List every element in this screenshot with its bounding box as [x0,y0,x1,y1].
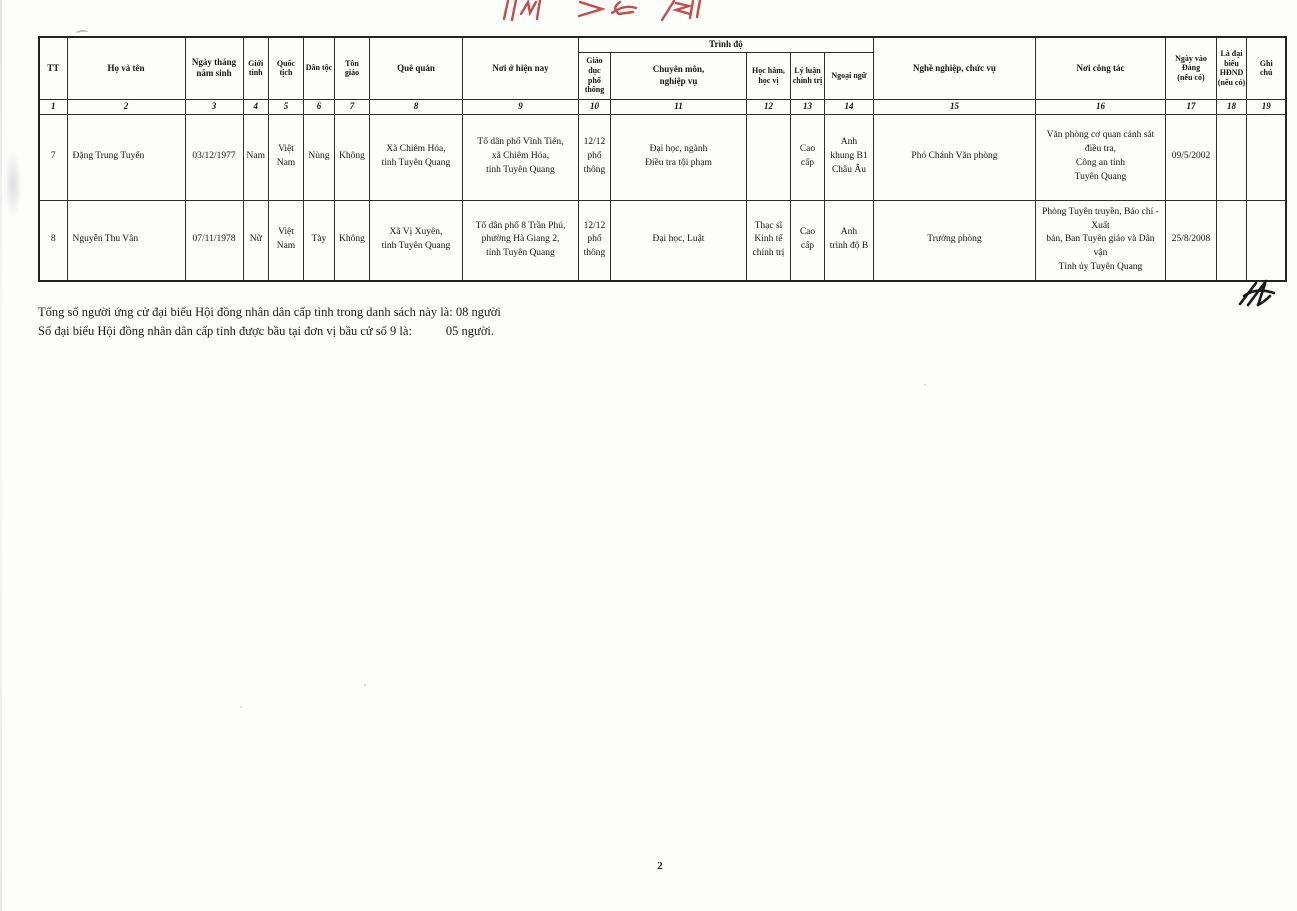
col-number: 12 [745,98,791,115]
cell-politics: Cao cấp [789,113,825,201]
cell-delegate [1215,113,1247,201]
header-ho-va-ten: Họ và tên [66,36,186,100]
page-number: 2 [657,860,663,872]
cell-note [1245,199,1287,282]
cell-education: 12/12 phổ thông [577,199,611,282]
col-number: 10 [577,98,611,115]
cell-nationality: Việt Nam [267,199,304,282]
header-ly-luan: Lý luận chính trị [789,51,825,100]
cell-language: Anh trình độ B [823,199,874,282]
col-number: 17 [1164,98,1217,115]
header-ngay-sinh: Ngày tháng năm sinh [184,36,244,100]
col-number: 8 [368,98,463,115]
cell-language: Anh khung B1 Châu Âu [823,113,874,201]
cell-tt: 7 [38,113,68,201]
cell-party-date: 25/8/2008 [1164,199,1217,282]
cell-occupation: Trưởng phòng [872,199,1036,282]
cell-profession: Đại học, ngành Điều tra tội phạm [609,113,747,201]
col-number: 18 [1215,98,1247,115]
header-nghe-nghiep: Nghề nghiệp, chức vụ [872,36,1036,100]
cell-hometown: Xã Chiêm Hóa, tỉnh Tuyên Quang [368,113,463,201]
cell-party-date: 09/5/2002 [1164,113,1217,201]
header-chuyen-mon: Chuyên môn, nghiệp vụ [609,51,747,100]
header-tt: TT [38,36,68,100]
scan-smudge-artifact [4,150,22,218]
header-ton-giao: Tôn giáo [333,36,370,100]
header-la-dai-bieu: Là đại biểu HĐND (nếu có) [1215,36,1247,100]
cell-religion: Không [333,199,370,282]
col-number: 7 [333,98,370,115]
cell-workplace: Văn phòng cơ quan cảnh sát điều tra, Côn… [1034,113,1166,201]
summary-elected-label: Số đại biểu Hội đồng nhân dân cấp tỉnh đ… [38,323,412,338]
cell-residence: Tổ dân phố Vĩnh Tiến, xã Chiêm Hóa, tỉnh… [461,113,579,201]
summary-block: Tổng số người ứng cử đại biểu Hội đồng n… [38,303,501,341]
cell-dob: 07/11/1978 [184,199,244,282]
cell-religion: Không [333,113,370,201]
header-gioi-tinh: Giới tính [242,36,269,100]
col-number: 15 [872,98,1036,115]
col-number: 11 [609,98,747,115]
table-row: 8 Nguyễn Thu Vân 07/11/1978 Nữ Việt Nam … [38,199,1287,282]
header-dan-toc: Dân tộc [302,36,335,100]
column-number-row: 1 2 3 4 5 6 7 8 9 10 11 12 13 14 15 16 1… [38,98,1287,115]
cell-gender: Nam [242,113,269,201]
cell-gender: Nữ [242,199,269,282]
cell-ethnicity: Tày [302,199,335,282]
header-que-quan: Quê quán [368,36,463,100]
col-number: 2 [66,98,186,115]
summary-elected-value: 05 người. [445,323,495,338]
header-ngoai-ngu: Ngoại ngữ [823,51,874,100]
header-noi-o: Nơi ở hiện nay [461,36,579,100]
header-quoc-tich: Quốc tịch [267,36,304,100]
cell-hometown: Xã Vị Xuyên, tỉnh Tuyên Quang [368,199,463,282]
col-number: 4 [242,98,269,115]
scan-edge-artifact [0,0,2,911]
col-number: 9 [461,98,579,115]
col-number: 16 [1034,98,1166,115]
cell-academic: Thạc sĩ Kinh tế chính trị [745,199,791,282]
cell-occupation: Phó Chánh Văn phòng [872,113,1036,201]
col-number: 6 [302,98,335,115]
header-ngay-vao-dang: Ngày vào Đảng (nếu có) [1164,36,1217,100]
scan-speck-artifact [75,29,89,36]
cell-profession: Đại học, Luật [609,199,747,282]
cell-tt: 8 [38,199,68,282]
header-ghi-chu: Ghi chú [1245,36,1287,100]
col-number: 19 [1245,98,1287,115]
header-hoc-ham: Học hàm, học vị [745,51,791,100]
cell-nationality: Việt Nam [267,113,304,201]
cell-academic [745,113,791,201]
summary-line-total: Tổng số người ứng cử đại biểu Hội đồng n… [38,305,501,319]
cell-dob: 03/12/1977 [184,113,244,201]
col-number: 3 [184,98,244,115]
col-number: 13 [789,98,825,115]
ink-initials-signature [1238,279,1276,307]
table-row: 7 Đặng Trung Tuyển 03/12/1977 Nam Việt N… [38,113,1287,201]
col-number: 1 [38,98,68,115]
col-number: 14 [823,98,874,115]
cell-name: Đặng Trung Tuyển [66,113,186,201]
cell-ethnicity: Nùng [302,113,335,201]
cell-education: 12/12 phổ thông [577,113,611,201]
cell-residence: Tổ dân phố 8 Trần Phú, phường Hà Giang 2… [461,199,579,282]
header-trinh-do-group: Trình độ [577,36,874,53]
candidate-roster-table: TT Họ và tên Ngày tháng năm sinh Giới tí… [38,36,1288,282]
summary-line-elected: Số đại biểu Hội đồng nhân dân cấp tỉnh đ… [38,322,501,341]
cell-workplace: Phòng Tuyên truyền, Báo chí - Xuất bản, … [1034,199,1166,282]
header-group-row: TT Họ và tên Ngày tháng năm sinh Giới tí… [38,36,1287,100]
cell-note [1245,113,1287,201]
scan-noise-dots [364,684,366,686]
cell-delegate [1215,199,1247,282]
cell-politics: Cao cấp [789,199,825,282]
header-giao-duc: Giáo dục phổ thông [577,51,611,100]
cell-name: Nguyễn Thu Vân [66,199,186,282]
red-ink-handwriting-cropped [502,0,702,22]
header-noi-cong-tac: Nơi công tác [1034,36,1166,100]
header-sub-row: Giáo dục phổ thông Chuyên môn, nghiệp vụ… [39,51,1286,100]
col-number: 5 [267,98,304,115]
